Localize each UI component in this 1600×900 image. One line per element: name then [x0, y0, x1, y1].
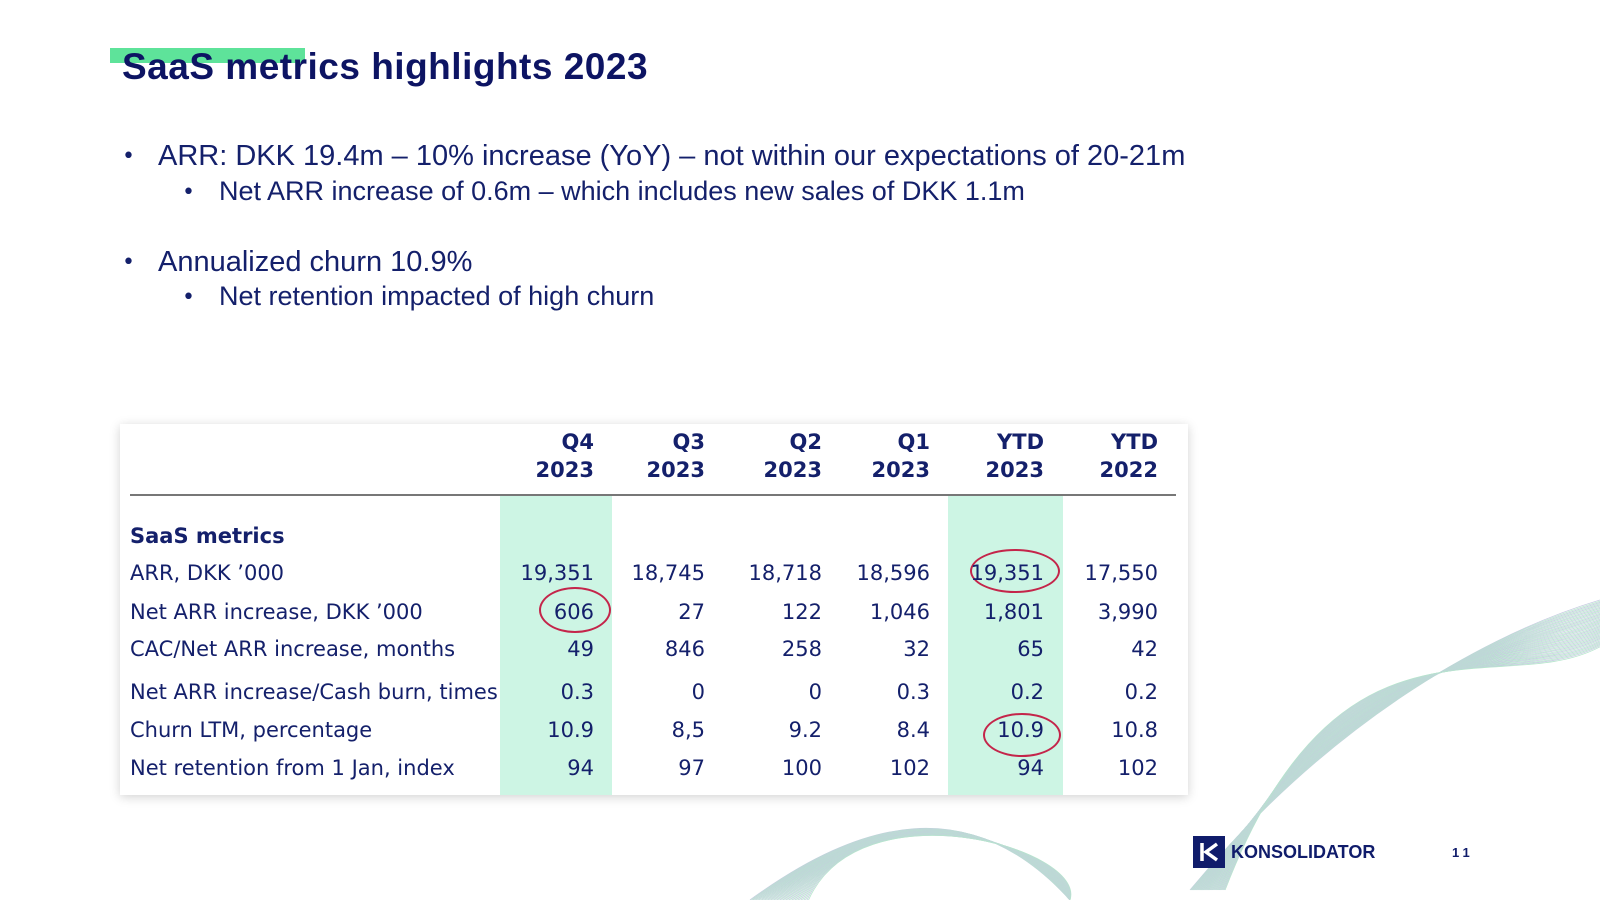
circle-highlight	[970, 549, 1060, 593]
cell: 846	[664, 637, 705, 661]
logo-mark	[1200, 842, 1219, 862]
bullet: ARR: DKK 19.4m – 10% increase (YoY) – no…	[158, 140, 1186, 172]
cell: 42	[1131, 637, 1158, 661]
column-header: Q2	[789, 430, 822, 454]
cell: 27	[678, 600, 705, 624]
section-label: SaaS metrics	[130, 524, 285, 548]
highlight-column	[500, 496, 612, 795]
cell: 10.8	[1111, 718, 1158, 742]
bullet: Annualized churn 10.9%	[158, 246, 473, 278]
metrics-table: Q4 2023 Q3 2023 Q2 2023 Q1 2023 YTD 2023 YTD 2022 Sa…	[120, 424, 1188, 795]
column-header: 2022	[1099, 458, 1158, 482]
cell: 0.2	[1124, 680, 1158, 704]
bullet-dot: •	[122, 250, 135, 275]
column-header: 2023	[535, 458, 594, 482]
cell: 9.2	[788, 718, 822, 742]
cell: 0	[808, 680, 822, 704]
sub-bullet: Net retention impacted of high churn	[219, 281, 655, 311]
column-header: 2023	[763, 458, 822, 482]
cell: 8.4	[896, 718, 930, 742]
cell: 100	[781, 756, 822, 780]
wave-decoration	[749, 599, 1600, 900]
sub-bullet: Net ARR increase of 0.6m – which include…	[219, 176, 1025, 206]
cell: 94	[567, 756, 594, 780]
cell: 8,5	[671, 718, 705, 742]
wave-line	[808, 646, 1600, 900]
column-header: YTD	[1111, 430, 1158, 454]
column-header: 2023	[871, 458, 930, 482]
cell: 19,351	[970, 561, 1044, 585]
cell: 18,718	[748, 561, 822, 585]
cell: 10.9	[547, 718, 594, 742]
logo-icon	[1193, 836, 1225, 868]
bullet-dot: •	[182, 285, 195, 310]
row-label: ARR, DKK ’000	[130, 561, 285, 585]
row-label: CAC/Net ARR increase, months	[130, 637, 456, 661]
cell: 0.3	[560, 680, 594, 704]
cell: 32	[903, 637, 930, 661]
cell: 102	[1117, 756, 1158, 780]
bullet-dot: •	[182, 180, 195, 205]
circle-highlight	[983, 713, 1061, 757]
cell: 10.9	[997, 718, 1044, 742]
row-label: Churn LTM, percentage	[130, 718, 373, 742]
cell: 1,046	[869, 600, 930, 624]
logo-text: KONSOLIDATOR	[1231, 842, 1376, 862]
cell: 0.3	[896, 680, 930, 704]
column-header: Q4	[561, 430, 594, 454]
waves	[749, 599, 1600, 900]
cell: 102	[889, 756, 930, 780]
bullet-dot: •	[122, 144, 135, 169]
row-label: Net retention from 1 Jan, index	[130, 756, 455, 780]
cell: 258	[781, 637, 822, 661]
cell: 606	[553, 600, 594, 624]
cell: 1,801	[983, 600, 1044, 624]
cell: 3,990	[1097, 600, 1158, 624]
column-header: 2023	[985, 458, 1044, 482]
row-label: Net ARR increase/Cash burn, times	[130, 680, 498, 704]
column-header: YTD	[997, 430, 1044, 454]
cell: 19,351	[520, 561, 594, 585]
cell: 18,745	[631, 561, 705, 585]
cell: 122	[781, 600, 822, 624]
cell: 0.2	[1010, 680, 1044, 704]
circle-highlight	[539, 587, 611, 633]
cell: 65	[1017, 637, 1044, 661]
column-header: Q3	[672, 430, 705, 454]
cell: 18,596	[856, 561, 930, 585]
header-rule	[130, 494, 1176, 496]
column-header: Q1	[897, 430, 930, 454]
slide-title: SaaS metrics highlights 2023	[122, 46, 649, 87]
cell: 94	[1017, 756, 1044, 780]
row-label: Net ARR increase, DKK ’000	[130, 600, 423, 624]
column-header: 2023	[646, 458, 705, 482]
cell: 49	[567, 637, 594, 661]
page-number: 11	[1452, 845, 1474, 860]
accent-bar	[110, 48, 305, 63]
cell: 97	[678, 756, 705, 780]
cell: 0	[691, 680, 705, 704]
cell: 17,550	[1084, 561, 1158, 585]
